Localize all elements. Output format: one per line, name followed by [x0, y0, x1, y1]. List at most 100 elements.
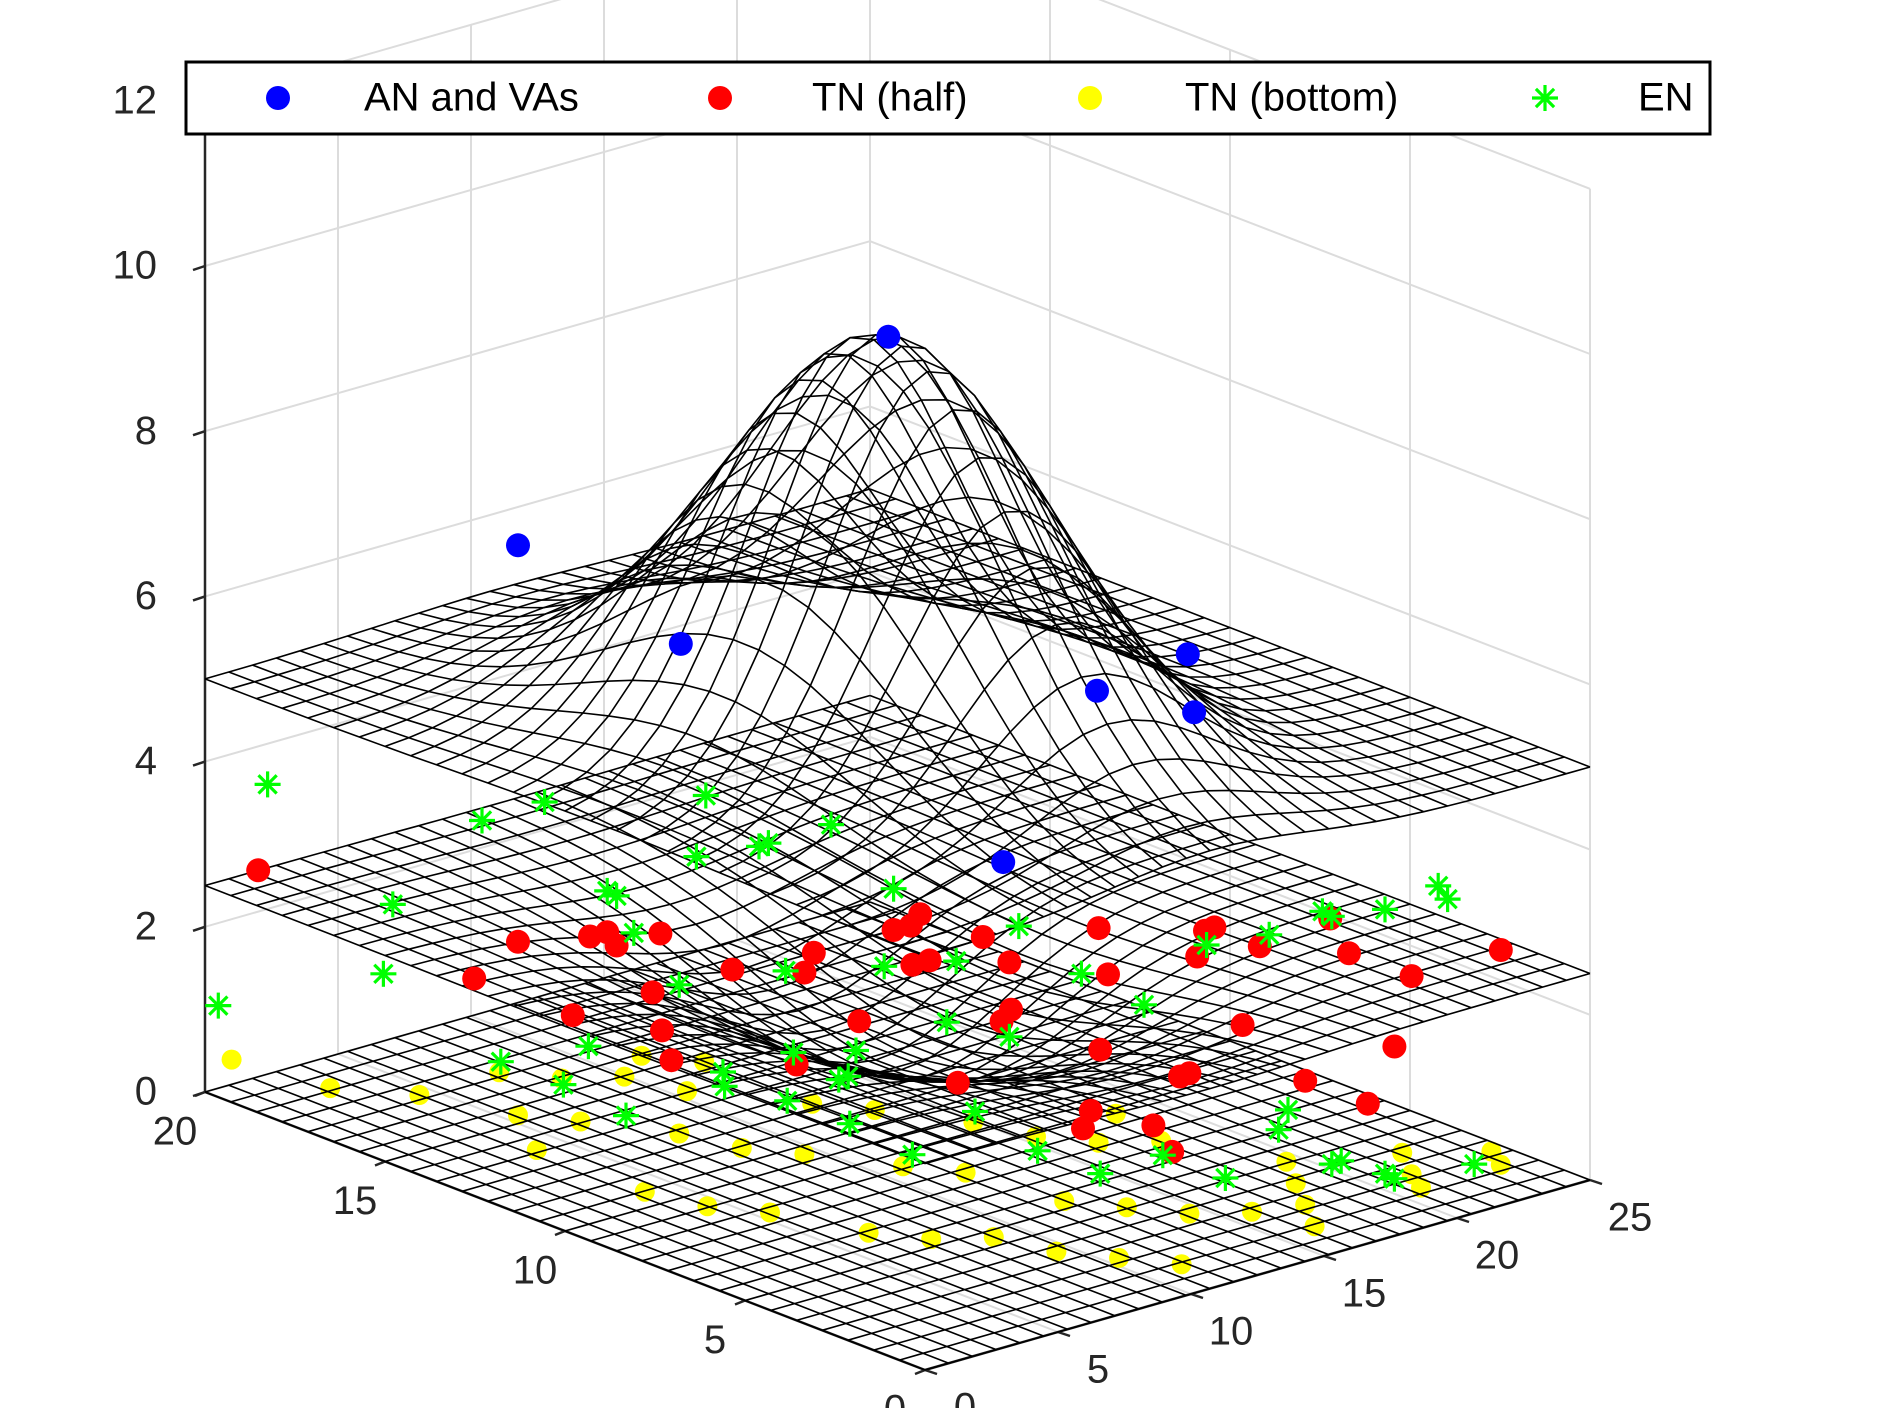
- surface-mesh-line: [252, 664, 973, 943]
- en-point: [613, 1102, 639, 1129]
- tn-half-point: [792, 960, 817, 985]
- en-point: [603, 882, 630, 909]
- surface-mesh-line: [561, 398, 1282, 837]
- surface-mesh-line: [347, 844, 1068, 1126]
- surface-mesh-line: [323, 1057, 1045, 1337]
- tn-bottom-point: [677, 1081, 697, 1102]
- an-point: [668, 631, 693, 656]
- en-point: [933, 1009, 960, 1036]
- y-tick-label: 20: [153, 1110, 198, 1154]
- surface-mesh-line: [608, 496, 1330, 830]
- surface-mesh-line: [323, 851, 1045, 1132]
- en-point: [880, 875, 907, 902]
- en-point: [1434, 886, 1461, 913]
- y-tick-label: 0: [884, 1388, 906, 1408]
- en-point: [575, 1033, 602, 1060]
- legend-label: EN: [1638, 76, 1694, 120]
- en-point: [620, 919, 647, 946]
- an-point: [876, 324, 901, 349]
- tn-half-point: [659, 1048, 684, 1073]
- z-tick-mark: [192, 430, 206, 437]
- en-point: [1005, 913, 1032, 940]
- en-point: [825, 1066, 852, 1093]
- surface-mesh-line: [442, 1023, 1163, 1303]
- tn-half-point: [650, 1018, 674, 1043]
- surface-mesh-line: [465, 811, 1187, 1096]
- en-point: [1087, 1160, 1114, 1187]
- surface-mesh-line: [204, 678, 926, 958]
- x-tick-label: 20: [1475, 1234, 1520, 1278]
- tn-bottom-point: [1109, 1247, 1129, 1268]
- en-point: [943, 948, 970, 975]
- y-tick-mark: [734, 1299, 746, 1306]
- en-point: [710, 1059, 736, 1085]
- surface-mesh-line: [822, 501, 1543, 782]
- surface-mesh-line: [276, 1070, 997, 1351]
- x-tick-mark: [1190, 1292, 1204, 1300]
- y-tick-label: 5: [704, 1318, 726, 1362]
- en-point: [1275, 1096, 1301, 1123]
- surface-mesh-line: [656, 962, 1377, 1242]
- legend-label: AN and VAs: [364, 76, 579, 120]
- legend: AN and VAs TN (half) TN (bottom) EN: [184, 60, 1712, 136]
- en-point: [1212, 1165, 1239, 1191]
- z-tick-label: 12: [113, 78, 158, 122]
- surface-mesh-line: [489, 1009, 1211, 1290]
- en-point: [1265, 1116, 1292, 1143]
- tn-half-point: [648, 921, 673, 946]
- en-point: [1131, 991, 1157, 1018]
- surface-mesh-line: [394, 831, 1116, 1115]
- tn-half-point: [784, 1052, 809, 1077]
- tn-bottom-point: [760, 1202, 780, 1223]
- z-tick-label: 8: [135, 409, 157, 453]
- x-tick-mark: [924, 1368, 938, 1376]
- x-tick-label: 5: [1087, 1348, 1109, 1392]
- surface-mesh-line: [513, 1003, 1235, 1283]
- surface-mesh-line: [798, 715, 1520, 995]
- tn-half-point: [720, 957, 745, 982]
- surface-mesh-line: [656, 547, 1377, 823]
- surface-mesh-line: [347, 1050, 1068, 1331]
- tn-half-point: [970, 925, 995, 949]
- surface-mesh-line: [252, 871, 973, 1152]
- tn-bottom-point: [921, 1229, 942, 1249]
- surface-mesh-line: [774, 928, 1496, 1208]
- tn-half-point: [1078, 1098, 1103, 1123]
- surface-mesh-line: [466, 354, 1187, 859]
- surface-mesh-line: [846, 495, 1567, 775]
- en-point: [818, 811, 844, 838]
- grid-line: [1098, 0, 1591, 190]
- tn-half-point: [640, 980, 665, 1005]
- tn-half-point: [908, 902, 933, 927]
- z-tick-label: 0: [135, 1070, 157, 1114]
- tn-half-point: [1088, 1037, 1113, 1062]
- en-point: [531, 789, 558, 815]
- en-point: [254, 771, 281, 798]
- surface-mesh-line: [632, 542, 1353, 826]
- en-point: [962, 1098, 988, 1125]
- en-point: [469, 807, 495, 834]
- tn-bottom-point: [508, 1105, 528, 1126]
- z-tick-label: 2: [135, 904, 157, 948]
- legend-marker-1: [708, 86, 732, 110]
- en-point: [746, 833, 772, 860]
- surface-mesh-line: [252, 1077, 973, 1358]
- legend-marker-en: [1532, 85, 1558, 111]
- tn-half-point: [462, 966, 487, 991]
- surface-mesh-line: [466, 1016, 1187, 1297]
- tn-half-point: [997, 950, 1022, 975]
- x-tick-mark: [1323, 1254, 1337, 1262]
- surface-mesh-line: [846, 701, 1567, 982]
- en-point: [871, 953, 898, 980]
- surface-mesh-line: [869, 488, 1591, 768]
- en-point: [780, 1039, 807, 1066]
- tn-half-point: [1399, 964, 1424, 989]
- y-tick-mark: [554, 1229, 566, 1237]
- surface-mesh-line: [489, 804, 1211, 1090]
- en-point: [692, 782, 719, 809]
- tn-half-point: [246, 858, 271, 883]
- tn-half-point: [1382, 1034, 1407, 1059]
- z-tick-label: 10: [113, 244, 158, 288]
- x-tick-label: 15: [1342, 1272, 1387, 1316]
- surface-mesh-line: [276, 864, 997, 1145]
